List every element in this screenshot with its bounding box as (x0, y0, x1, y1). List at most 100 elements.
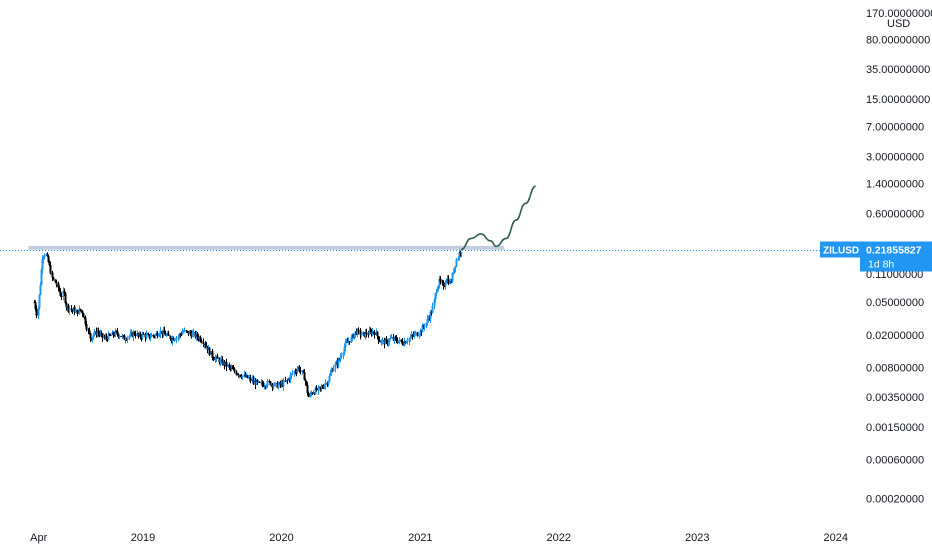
candle-body (458, 252, 461, 258)
candle-body (216, 356, 219, 359)
y-tick-label: 0.00060000 (866, 455, 924, 467)
candle-body (291, 373, 294, 375)
candle-body (109, 334, 112, 336)
candle-body (39, 284, 42, 295)
candle-body (357, 329, 360, 331)
candle-body (306, 384, 309, 393)
candle-body (294, 371, 297, 373)
candle-body (450, 281, 453, 283)
candle-body (441, 282, 444, 284)
candle-body (172, 337, 175, 341)
candle-body (380, 340, 383, 343)
candle-body (387, 341, 390, 344)
candle-body (373, 332, 376, 335)
candle-body (299, 370, 302, 372)
candle-body (258, 381, 261, 383)
candle-body (323, 385, 326, 388)
candle-body (303, 372, 306, 380)
x-tick-label: 2019 (131, 532, 155, 544)
candle-body (266, 381, 269, 386)
candle-body (93, 331, 96, 335)
candle-body (57, 283, 60, 288)
candle-body (342, 353, 345, 356)
candle-body (277, 384, 280, 388)
symbol-label: ZILUSD (823, 246, 859, 257)
candle-body (64, 293, 67, 304)
candle-body (365, 332, 368, 335)
candle-body (103, 337, 106, 339)
y-tick-label: 0.60000000 (866, 209, 924, 221)
candle-body (202, 342, 205, 345)
candle-body (445, 279, 448, 284)
y-tick-label: 0.05000000 (866, 297, 924, 309)
candle-body (388, 338, 391, 342)
candle-body (85, 324, 88, 330)
candle-body (35, 309, 38, 316)
candle-body (47, 255, 50, 262)
y-tick-label: 0.02000000 (866, 330, 924, 342)
candle-body (452, 273, 455, 275)
candle-body (80, 310, 83, 312)
countdown-label: 1d 8h (868, 259, 894, 271)
candle-body (409, 337, 412, 339)
candle-body (453, 267, 456, 274)
candle-body (419, 330, 422, 335)
candle-body (239, 374, 242, 377)
candle-body (403, 341, 406, 346)
candle-body (125, 339, 128, 341)
projection-curve (460, 185, 536, 251)
candle-body (400, 339, 403, 342)
y-tick-label: 7.00000000 (866, 121, 924, 133)
candle-body (417, 335, 420, 337)
y-tick-label: 80.00000000 (866, 35, 930, 47)
candle-body (435, 292, 438, 294)
candle-body (442, 283, 445, 286)
candle-body (112, 332, 115, 335)
candle-body (42, 257, 45, 260)
candle-body (180, 334, 183, 336)
candle-body (92, 334, 95, 337)
candle-body (178, 334, 181, 337)
x-axis[interactable]: Apr 2019 2020 2021 2022 2023 2024 (30, 532, 848, 544)
candle-body (91, 336, 94, 340)
y-tick-label: 1.40000000 (866, 179, 924, 191)
candle-body (60, 296, 63, 298)
candle-body (63, 291, 66, 294)
candle-body (105, 336, 108, 338)
candle-body (199, 337, 202, 341)
candle-body (212, 357, 215, 360)
y-tick-label: 0.00020000 (866, 494, 924, 506)
candle-body (451, 273, 454, 282)
candle-body (49, 265, 52, 274)
candle-body (62, 291, 65, 297)
candle-body (129, 333, 132, 336)
candle-body (249, 377, 252, 381)
candle-body (255, 380, 258, 385)
candle-body (385, 339, 388, 341)
candle-body (67, 305, 70, 311)
candle-body (101, 333, 104, 338)
candle-body (167, 333, 170, 336)
x-tick-label: 2020 (269, 532, 293, 544)
x-tick-label: 2023 (685, 532, 709, 544)
candle-body (261, 382, 264, 385)
candle-body (128, 335, 131, 338)
candle-body (114, 330, 117, 336)
price-tag: ZILUSD 0.21855827 1d 8h (820, 241, 932, 272)
candle-body (431, 306, 434, 314)
candle-body (429, 312, 432, 319)
candle-body (436, 289, 439, 293)
candle-body (305, 381, 308, 385)
candle-body (414, 332, 417, 334)
candle-body (208, 347, 211, 355)
candle-body (149, 336, 152, 338)
candle-body (41, 259, 44, 270)
candle-body (328, 376, 331, 382)
candle-body (76, 309, 79, 314)
candle-body (329, 373, 332, 377)
candle-body (332, 367, 335, 372)
candle-body (381, 339, 384, 341)
candle-body (449, 281, 452, 284)
